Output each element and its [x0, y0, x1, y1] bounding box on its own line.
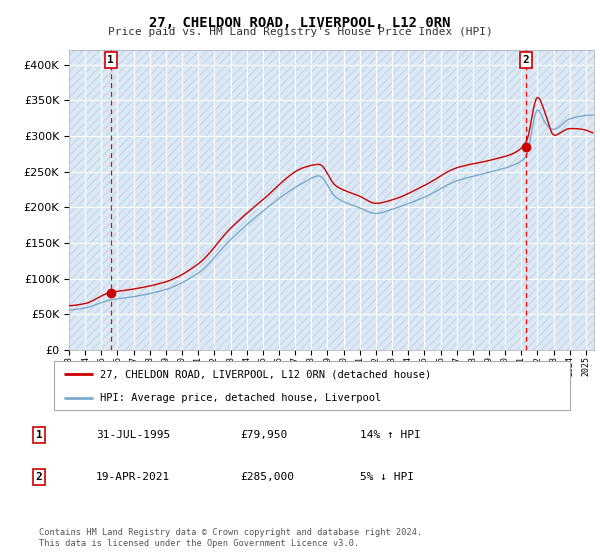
Text: 5% ↓ HPI: 5% ↓ HPI — [360, 472, 414, 482]
Text: 31-JUL-1995: 31-JUL-1995 — [96, 430, 170, 440]
Text: 27, CHELDON ROAD, LIVERPOOL, L12 0RN (detached house): 27, CHELDON ROAD, LIVERPOOL, L12 0RN (de… — [100, 370, 431, 380]
Text: 2: 2 — [523, 55, 530, 65]
Text: 2: 2 — [35, 472, 43, 482]
Text: 1: 1 — [35, 430, 43, 440]
Text: HPI: Average price, detached house, Liverpool: HPI: Average price, detached house, Live… — [100, 393, 382, 403]
Text: Price paid vs. HM Land Registry's House Price Index (HPI): Price paid vs. HM Land Registry's House … — [107, 27, 493, 37]
Text: £285,000: £285,000 — [240, 472, 294, 482]
Text: Contains HM Land Registry data © Crown copyright and database right 2024.
This d: Contains HM Land Registry data © Crown c… — [39, 528, 422, 548]
Text: 19-APR-2021: 19-APR-2021 — [96, 472, 170, 482]
Text: 27, CHELDON ROAD, LIVERPOOL, L12 0RN: 27, CHELDON ROAD, LIVERPOOL, L12 0RN — [149, 16, 451, 30]
Text: 14% ↑ HPI: 14% ↑ HPI — [360, 430, 421, 440]
Text: 1: 1 — [107, 55, 114, 65]
Text: £79,950: £79,950 — [240, 430, 287, 440]
